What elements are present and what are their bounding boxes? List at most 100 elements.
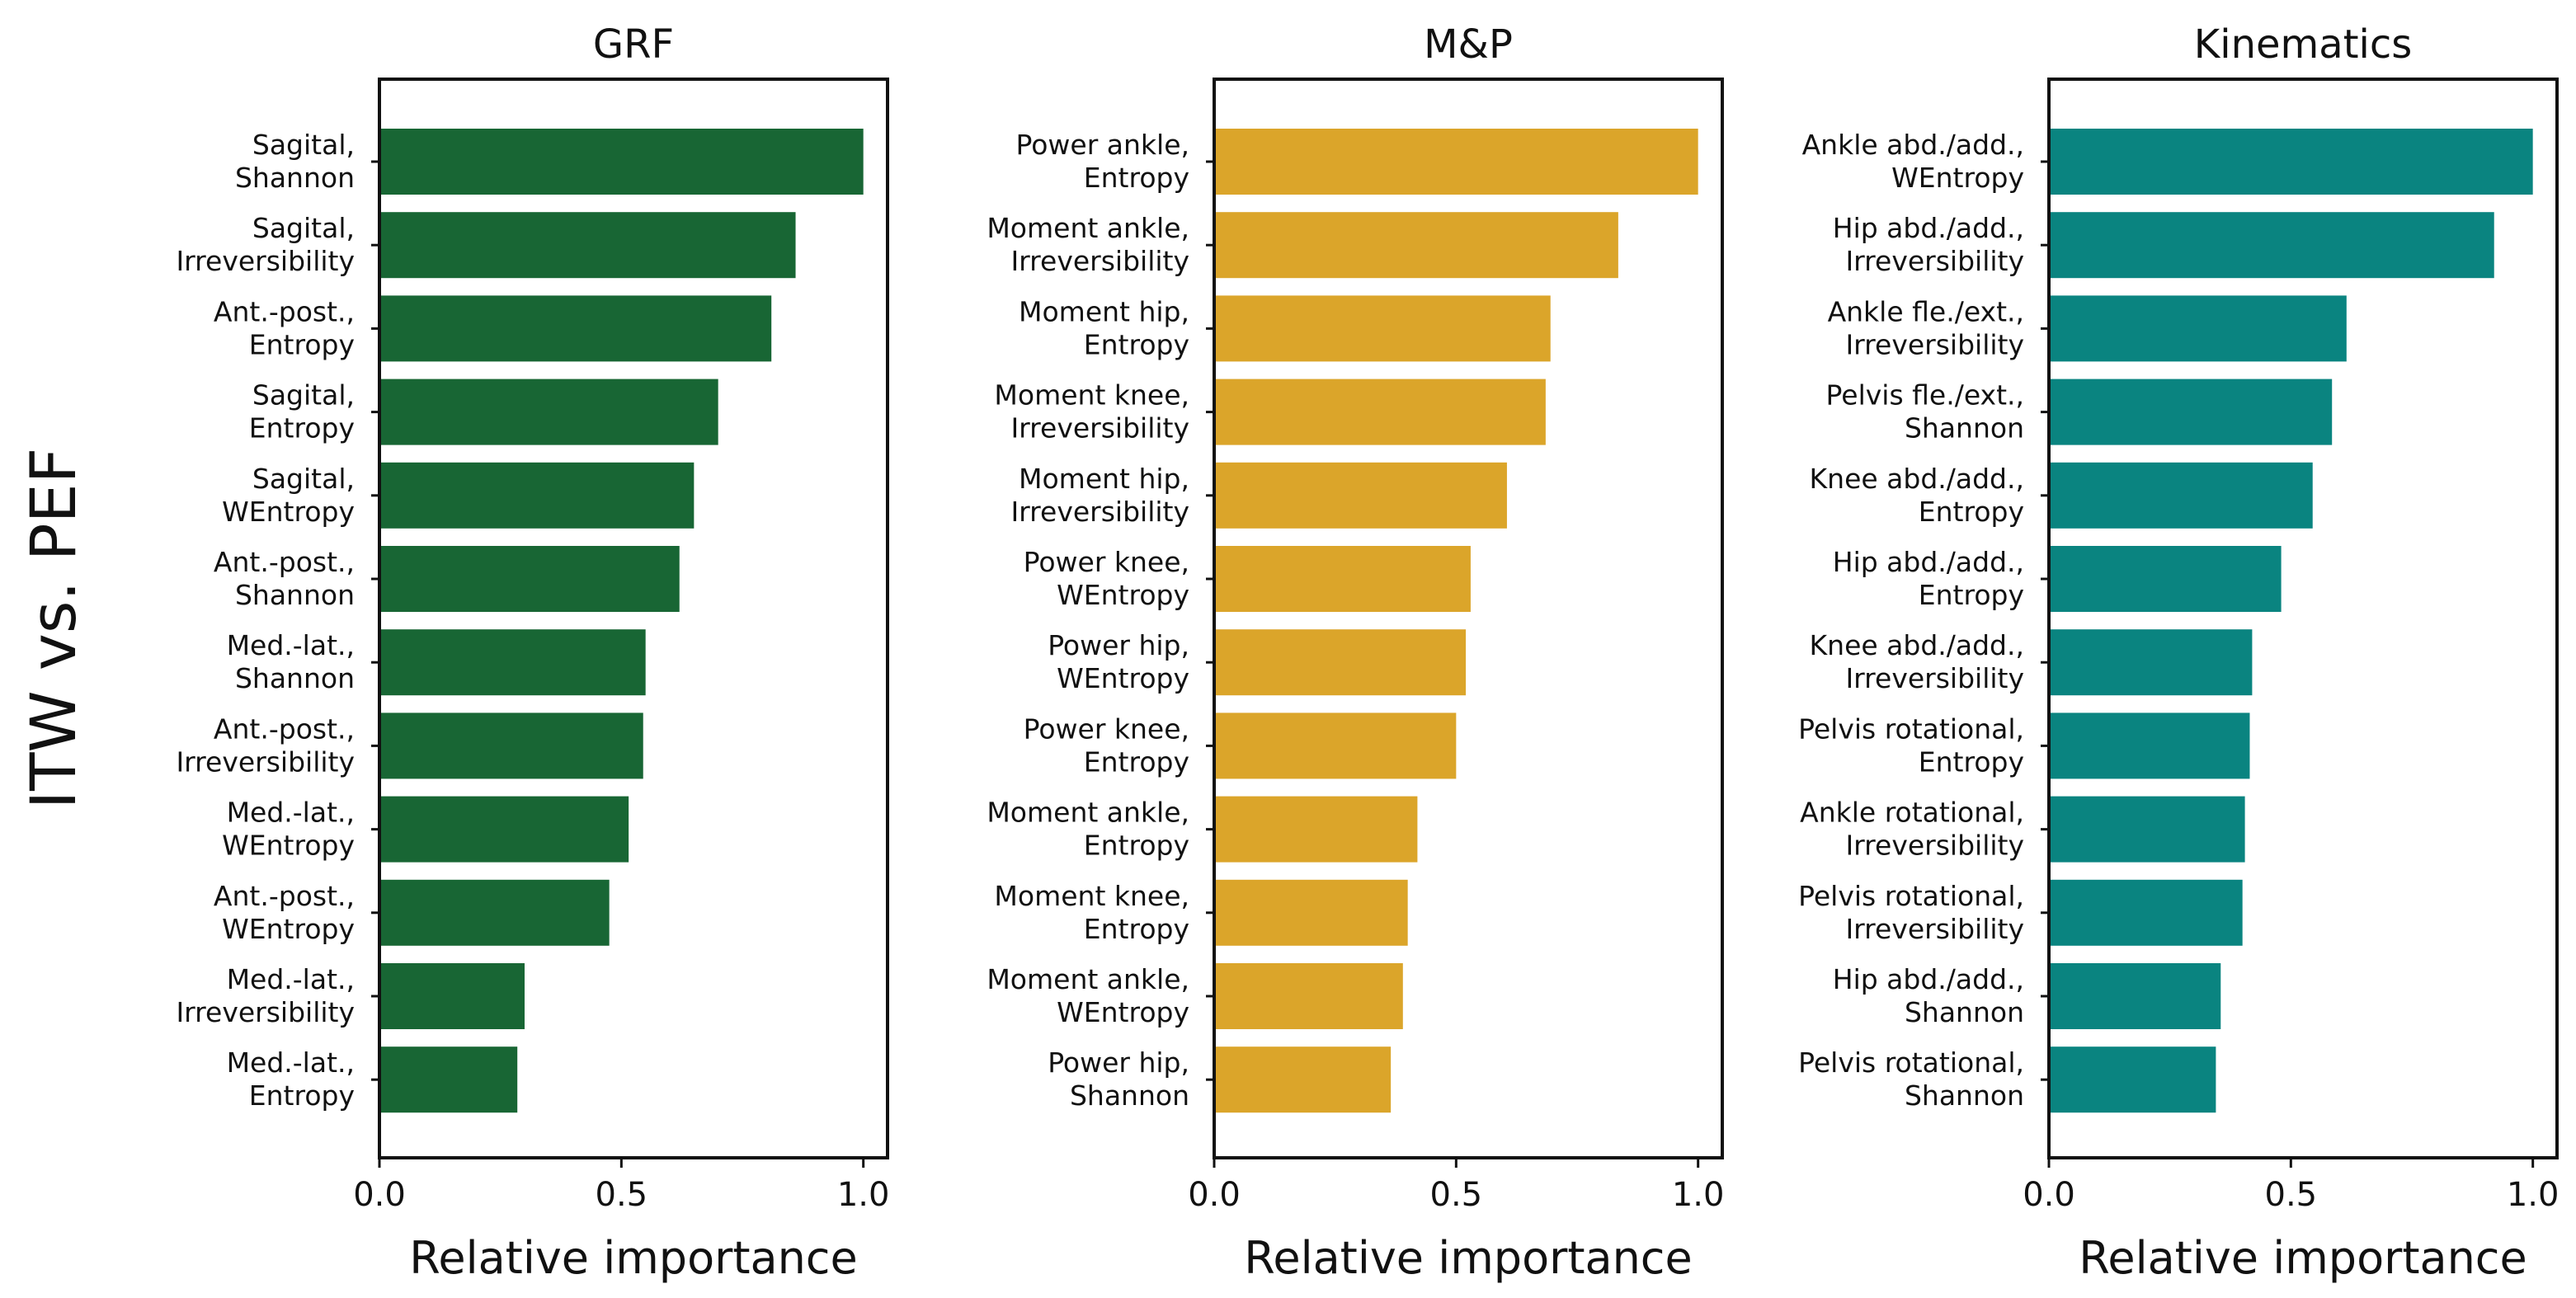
bar: [1214, 129, 1698, 195]
category-label-line: WEntropy: [1057, 996, 1189, 1028]
category-label: Power hip, WEntropy: [1048, 629, 1189, 694]
category-label-line: Entropy: [249, 328, 355, 360]
category-label: Ant.-post., Shannon: [214, 546, 355, 611]
category-label: Ant.-post., Irreversibility: [176, 712, 355, 778]
bar: [379, 212, 796, 279]
category-label: Med.-lat., Irreversibility: [176, 963, 355, 1028]
category-label-line: Entropy: [1919, 496, 2024, 528]
category-label-line: WEntropy: [1891, 162, 2024, 194]
category-label-line: Ankle fle./ext.,: [1828, 295, 2024, 327]
category-label-line: Shannon: [235, 579, 355, 611]
bar: [1214, 1046, 1392, 1113]
bar: [2049, 963, 2221, 1029]
x-tick-label: 0.0: [2023, 1176, 2075, 1214]
category-label: Moment ankle, WEntropy: [987, 963, 1189, 1028]
category-label: Power knee, WEntropy: [1024, 546, 1189, 611]
bar: [1214, 629, 1467, 696]
category-label-line: Entropy: [1084, 328, 1189, 360]
category-label-line: Hip abd./add.,: [1833, 546, 2024, 578]
x-tick-label: 1.0: [837, 1176, 890, 1214]
category-label: Ankle fle./ext., Irreversibility: [1828, 295, 2024, 360]
x-tick-label: 1.0: [1672, 1176, 1725, 1214]
category-label-line: Entropy: [1084, 830, 1189, 862]
category-label-line: Irreversibility: [1010, 496, 1189, 528]
bar: [2049, 796, 2245, 863]
category-label-line: Irreversibility: [1845, 328, 2024, 360]
category-label-line: Power knee,: [1024, 546, 1189, 578]
category-label-line: Irreversibility: [176, 745, 355, 778]
bar: [2049, 462, 2313, 529]
category-label-line: Entropy: [1919, 745, 2024, 778]
category-label-line: WEntropy: [1057, 662, 1189, 694]
category-label-line: Knee abd./add.,: [1810, 463, 2024, 495]
category-label: Moment ankle, Irreversibility: [987, 212, 1189, 277]
bar: [379, 629, 646, 696]
category-label: Sagital, WEntropy: [222, 463, 355, 528]
category-label-line: WEntropy: [1057, 579, 1189, 611]
row-label: ITW vs. PEF: [16, 448, 90, 810]
panel-3: Kinematics Ankle abd./add., WEntropy Hip ab…: [1798, 21, 2559, 1284]
category-label-line: Ankle abd./add.,: [1802, 129, 2024, 161]
bar: [1214, 546, 1471, 612]
category-label-line: Ant.-post.,: [214, 712, 355, 745]
category-label: Pelvis fle./ext., Shannon: [1826, 379, 2024, 444]
bar: [1214, 379, 1546, 445]
bar: [379, 295, 772, 362]
category-label-line: Irreversibility: [1010, 245, 1189, 277]
category-label-line: Moment ankle,: [987, 212, 1189, 244]
category-label: Med.-lat., Entropy: [227, 1046, 355, 1112]
category-label: Sagital, Shannon: [235, 129, 355, 194]
category-label-line: Hip abd./add.,: [1833, 963, 2024, 995]
bar: [2049, 546, 2282, 612]
category-label-line: WEntropy: [222, 830, 355, 862]
bar: [1214, 212, 1618, 279]
bar: [2049, 629, 2253, 696]
x-axis-label: Relative importance: [2079, 1232, 2527, 1284]
category-label: Power ankle, Entropy: [1016, 129, 1189, 194]
category-label: Power hip, Shannon: [1048, 1046, 1189, 1112]
category-label: Ant.-post., WEntropy: [214, 880, 355, 945]
category-label-line: Shannon: [1905, 412, 2024, 444]
category-label: Hip abd./add., Entropy: [1833, 546, 2024, 611]
category-label-line: Irreversibility: [1845, 913, 2024, 945]
category-label-line: Pelvis rotational,: [1798, 880, 2024, 912]
bar: [2049, 295, 2347, 362]
category-label-line: Power hip,: [1048, 629, 1189, 661]
category-label-line: Sagital,: [252, 129, 355, 161]
category-label: Pelvis rotational, Shannon: [1798, 1046, 2024, 1112]
category-label-line: Hip abd./add.,: [1833, 212, 2024, 244]
bar: [1214, 796, 1418, 863]
category-label-line: Moment ankle,: [987, 797, 1189, 829]
bar: [2049, 379, 2333, 445]
category-label: Pelvis rotational, Irreversibility: [1798, 880, 2024, 945]
category-label-line: Irreversibility: [1845, 245, 2024, 277]
category-label-line: Med.-lat.,: [227, 629, 355, 661]
category-label: Knee abd./add., Entropy: [1810, 463, 2024, 528]
category-label-line: Med.-lat.,: [227, 963, 355, 995]
category-label-line: Irreversibility: [1010, 412, 1189, 444]
bar: [2049, 212, 2494, 279]
category-label-line: Moment ankle,: [987, 963, 1189, 995]
category-label-line: Pelvis fle./ext.,: [1826, 379, 2024, 412]
bar: [379, 712, 643, 779]
x-axis-label: Relative importance: [409, 1232, 857, 1284]
category-label-line: Power knee,: [1024, 712, 1189, 745]
category-label-line: Ant.-post.,: [214, 295, 355, 327]
category-label-line: Shannon: [235, 162, 355, 194]
bar: [379, 963, 525, 1029]
category-label-line: Pelvis rotational,: [1798, 712, 2024, 745]
category-label-line: Entropy: [1919, 579, 2024, 611]
category-label-line: Irreversibility: [176, 996, 355, 1028]
bar: [2049, 129, 2533, 195]
category-label-line: Entropy: [1084, 162, 1189, 194]
x-tick-label: 0.5: [1430, 1176, 1483, 1214]
category-label-line: Shannon: [235, 662, 355, 694]
panel-title: Kinematics: [2194, 21, 2413, 68]
category-label-line: Pelvis rotational,: [1798, 1046, 2024, 1079]
category-label: Moment hip, Entropy: [1019, 295, 1189, 360]
category-label: Pelvis rotational, Entropy: [1798, 712, 2024, 778]
category-label-line: Irreversibility: [176, 245, 355, 277]
